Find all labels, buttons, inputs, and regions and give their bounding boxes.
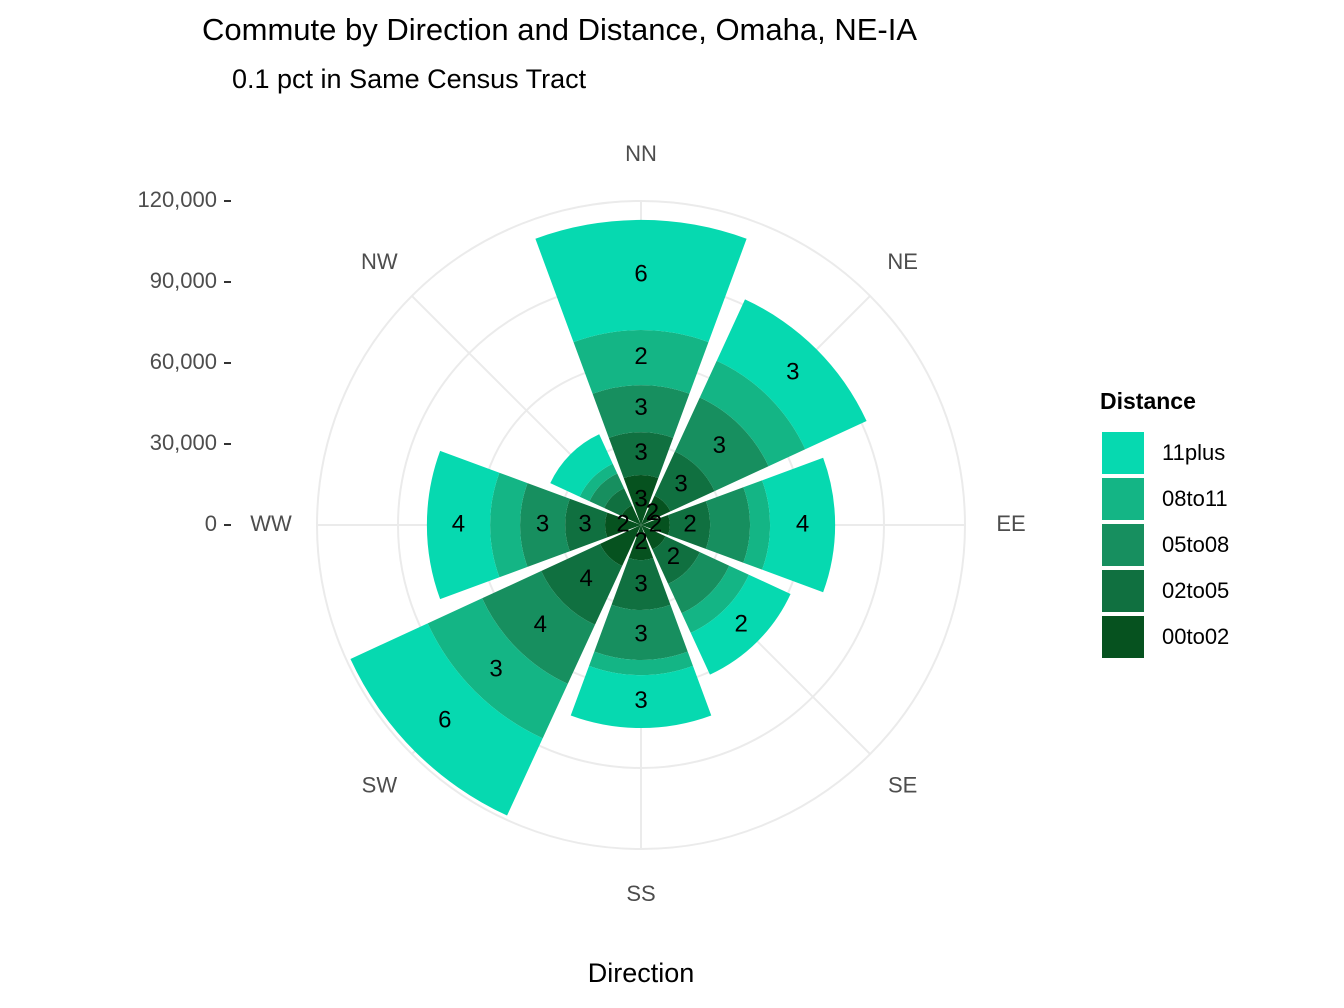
legend-label: 00to02 (1162, 624, 1229, 649)
segment-label: 2 (667, 543, 680, 570)
segment-label: 3 (634, 570, 647, 597)
bar-segment (589, 473, 625, 509)
bar-segment (623, 475, 659, 525)
bar-segment (426, 450, 500, 600)
bar-segment (621, 505, 641, 525)
bar-segment (668, 552, 730, 614)
segment-label: 2 (634, 343, 647, 370)
x-axis-title: Direction (588, 958, 695, 988)
legend-key (1102, 524, 1144, 566)
x-tick-label: SW (362, 772, 398, 797)
x-tick-label: WW (250, 511, 292, 536)
bar-segment (641, 525, 666, 550)
bar-segment (550, 434, 613, 497)
segment-label: 4 (452, 510, 465, 537)
legend-key (1102, 432, 1144, 474)
segment-label: 6 (438, 707, 451, 734)
bar-segment (652, 536, 700, 584)
bar-segment (699, 360, 806, 467)
bar-segment (520, 483, 570, 567)
bar-segment (604, 488, 632, 516)
chart-subtitle: 0.1 pct in Same Census Tract (232, 64, 587, 94)
bar-segment (641, 495, 671, 525)
segment-label: 2 (634, 528, 647, 555)
segment-label: 3 (713, 432, 726, 459)
legend-label: 08to11 (1162, 486, 1228, 511)
bar-segment (608, 432, 674, 479)
bar-segment (350, 623, 543, 816)
y-tick-label: 30,000 (150, 430, 217, 455)
bar-segment (611, 557, 671, 611)
legend-title: Distance (1100, 388, 1196, 414)
segment-label: 3 (634, 485, 647, 512)
x-tick-label: EE (996, 511, 1025, 536)
bar-segment (589, 651, 693, 676)
bar-segment (705, 487, 751, 563)
legend-key (1102, 478, 1144, 520)
bar-segment (579, 463, 618, 502)
segment-label: 2 (646, 499, 659, 526)
y-tick-label: 120,000 (137, 187, 217, 212)
legend-key (1102, 570, 1144, 612)
y-tick-label: 0 (205, 511, 217, 536)
bar-segment (541, 543, 623, 625)
bar-segment (690, 574, 791, 675)
bar-segment (482, 571, 595, 684)
bar-segment (641, 515, 670, 535)
bar-segment (716, 299, 867, 450)
x-tick-label: SE (888, 772, 917, 797)
legend-key (1102, 616, 1144, 658)
x-tick-label: NW (361, 249, 398, 274)
chart-title: Commute by Direction and Distance, Omaha… (202, 12, 917, 47)
bar-segment (490, 472, 528, 578)
bar-segment (681, 565, 749, 633)
bar-segment (605, 512, 641, 538)
segment-label: 4 (796, 510, 809, 537)
segment-label: 3 (489, 655, 502, 682)
segment-label: 3 (634, 394, 647, 421)
bar-segment (427, 598, 568, 739)
bar-segment (600, 525, 641, 566)
bar-segment (743, 480, 771, 570)
bar-segment (674, 397, 769, 492)
x-tick-label: NE (887, 249, 918, 274)
bar-segment (628, 525, 654, 561)
segment-label: 3 (634, 620, 647, 647)
legend-label: 11plus (1162, 440, 1225, 465)
legend-label: 02to05 (1162, 578, 1229, 603)
segment-label: 3 (536, 510, 549, 537)
segment-label: 3 (578, 510, 591, 537)
bar-segment (592, 385, 690, 438)
segment-label: 2 (683, 510, 696, 537)
segment-label: 6 (634, 260, 647, 287)
bar-segment (762, 457, 836, 593)
bar-segment (573, 330, 709, 394)
segment-label: 3 (634, 439, 647, 466)
x-tick-label: NN (625, 141, 657, 166)
x-tick-label: SS (626, 881, 655, 906)
segment-label: 4 (580, 565, 593, 592)
segment-label: 3 (674, 470, 687, 497)
bar-segment (668, 501, 711, 549)
bar-segment (594, 604, 688, 660)
segment-label: 2 (649, 510, 662, 537)
y-tick-label: 60,000 (150, 349, 217, 374)
legend-label: 05to08 (1162, 532, 1229, 557)
segment-label: 4 (534, 611, 547, 638)
segment-label: 2 (735, 611, 748, 638)
y-tick-label: 90,000 (150, 268, 217, 293)
bar-segment (654, 451, 715, 512)
segment-label: 2 (616, 510, 629, 537)
segment-label: 3 (786, 359, 799, 386)
segment-label: 3 (634, 687, 647, 714)
bar-segment (535, 219, 747, 343)
bar-segment (570, 665, 712, 729)
bar-segment (565, 498, 608, 552)
